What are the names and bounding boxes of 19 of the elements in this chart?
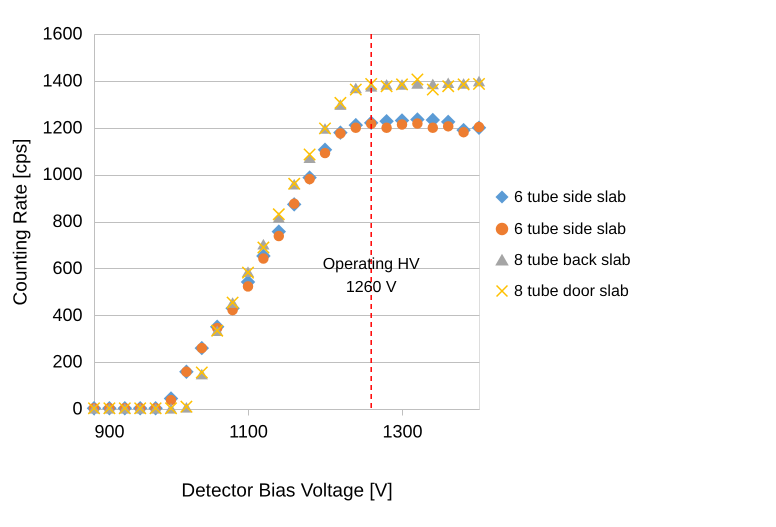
- x-tick-label: 1300: [382, 422, 423, 442]
- y-tick-label: 600: [52, 258, 82, 278]
- y-tick-label: 800: [52, 211, 82, 231]
- y-tick-label: 1200: [42, 117, 82, 138]
- legend-label: 6 tube side slab: [514, 221, 626, 238]
- y-tick-label: 1000: [42, 164, 82, 184]
- legend-label: 6 tube side slab: [514, 189, 626, 206]
- x-tick-label: 900: [94, 422, 125, 442]
- x-axis-title: Detector Bias Voltage [V]: [181, 480, 393, 502]
- y-tick-label: 1600: [42, 24, 82, 44]
- ref-line-label: Operating HV 1260 V: [322, 256, 420, 296]
- y-tick-label: 0: [72, 398, 82, 418]
- legend-label: 8 tube back slab: [514, 252, 631, 269]
- y-axis-title: Counting Rate [cps]: [10, 138, 32, 306]
- y-tick-label: 200: [52, 352, 82, 372]
- x-tick-label: 1100: [229, 422, 268, 442]
- y-tick-label: 1400: [42, 70, 82, 90]
- legend-label: 8 tube door slab: [514, 283, 629, 300]
- y-tick-label: 400: [52, 304, 82, 325]
